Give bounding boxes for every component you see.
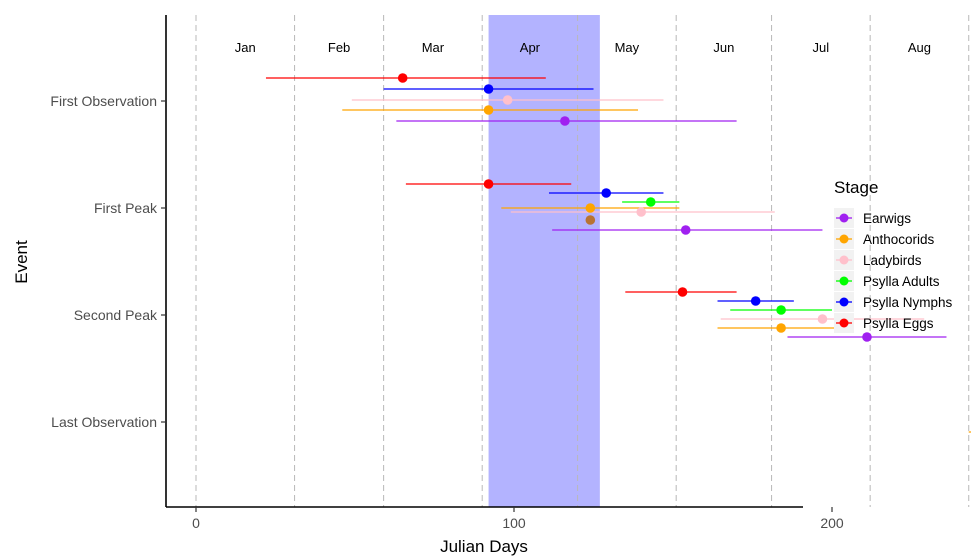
point-ladybirds-second-peak xyxy=(817,314,828,324)
point-ladybirds-first-observation xyxy=(502,95,513,105)
x-tick-label: 200 xyxy=(820,515,844,531)
y-tick-label-last-observation: Last Observation xyxy=(51,414,157,430)
x-ticks: 0100200300 xyxy=(192,507,844,531)
point-psylla-eggs-second-peak xyxy=(677,287,688,297)
month-label-jul: Jul xyxy=(813,40,830,55)
axes xyxy=(165,15,803,508)
legend-label: Earwigs xyxy=(863,211,911,226)
legend-key-point xyxy=(839,318,849,328)
point-earwigs-second-peak xyxy=(862,332,872,342)
legend-key-point xyxy=(839,276,849,286)
data-points xyxy=(397,73,872,342)
legend-key-point xyxy=(839,213,849,223)
legend-item-anthocorids: Anthocorids xyxy=(834,229,935,249)
month-gridlines xyxy=(195,15,970,507)
legend-label: Psylla Adults xyxy=(863,274,940,289)
point-anthocorids-first-peak xyxy=(585,203,596,213)
point-extra-first-peak xyxy=(585,215,596,225)
legend-item-psylla-nymphs: Psylla Nymphs xyxy=(834,292,953,312)
y-tick-label-second-peak: Second Peak xyxy=(74,307,158,323)
point-anthocorids-first-observation xyxy=(483,105,494,115)
legend-label: Psylla Eggs xyxy=(863,316,934,331)
month-label-aug: Aug xyxy=(908,40,931,55)
y-tick-label-first-observation: First Observation xyxy=(50,93,157,109)
point-anthocorids-second-peak xyxy=(776,323,786,333)
y-ticks: First Observation First Peak Second Peak La… xyxy=(50,93,166,430)
point-psylla-nymphs-first-peak xyxy=(601,188,612,198)
legend-title: Stage xyxy=(834,178,878,197)
legend-key-point xyxy=(839,297,849,307)
point-psylla-adults-second-peak xyxy=(776,305,786,315)
legend-key-point xyxy=(839,255,849,265)
month-label-feb: Feb xyxy=(328,40,350,55)
point-psylla-nymphs-first-observation xyxy=(483,84,494,94)
legend-item-psylla-eggs: Psylla Eggs xyxy=(834,313,934,333)
legend-label: Anthocorids xyxy=(863,232,935,247)
point-earwigs-first-observation xyxy=(560,116,570,126)
point-psylla-eggs-first-observation xyxy=(397,73,408,83)
legend-item-earwigs: Earwigs xyxy=(834,208,911,228)
month-label-jun: Jun xyxy=(713,40,734,55)
legend-item-ladybirds: Ladybirds xyxy=(834,250,922,270)
point-psylla-eggs-first-peak xyxy=(483,179,494,189)
legend-label: Psylla Nymphs xyxy=(863,295,953,310)
legend-key-point xyxy=(839,234,849,244)
x-tick-label: 100 xyxy=(502,515,526,531)
point-psylla-nymphs-second-peak xyxy=(750,296,761,306)
y-axis-title: Event xyxy=(12,240,31,284)
month-labels: JanFebMarAprMayJunJulAugSepOctNovDec xyxy=(235,40,931,55)
legend-item-psylla-adults: Psylla Adults xyxy=(834,271,940,291)
point-ladybirds-first-peak xyxy=(636,207,646,217)
x-tick-label: 0 xyxy=(192,515,200,531)
point-earwigs-first-peak xyxy=(680,225,691,235)
y-tick-label-first-peak: First Peak xyxy=(94,200,158,216)
month-label-may: May xyxy=(615,40,640,55)
point-psylla-adults-first-peak xyxy=(645,197,656,207)
month-label-mar: Mar xyxy=(422,40,445,55)
legend: Stage Earwigs Anthocorids Ladybirds Psylla … xyxy=(834,178,953,333)
month-label-jan: Jan xyxy=(235,40,256,55)
month-label-apr: Apr xyxy=(520,40,541,55)
x-axis-title: Julian Days xyxy=(440,537,528,556)
legend-label: Ladybirds xyxy=(863,253,922,268)
